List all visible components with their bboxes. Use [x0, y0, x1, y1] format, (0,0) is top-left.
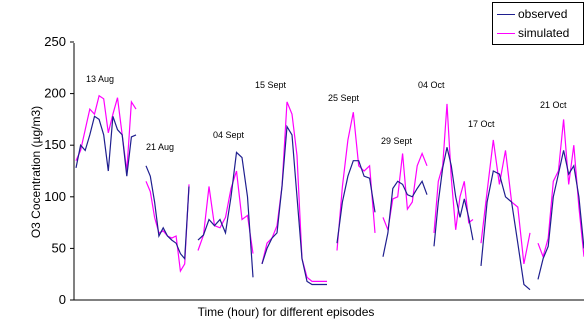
- episode-labels: 13 Aug 21 Aug 04 Sept 15 Sept 25 Sept 29 Sept…: [86, 74, 567, 152]
- y-ticks: 0 50 100 150 200 250: [44, 34, 74, 307]
- y-axis-title: O3 Cocentration (µg/m3): [29, 106, 43, 238]
- observed-line-17-oct: [480, 170, 531, 291]
- observed-line-29-sept: [382, 179, 428, 257]
- episode-label: 17 Oct: [468, 119, 495, 129]
- episode-label: 21 Oct: [540, 100, 567, 110]
- observed-line-04-sept: [197, 151, 254, 278]
- episode-label: 04 Oct: [418, 80, 445, 90]
- legend: observed simulated: [492, 2, 584, 45]
- simulated-line-17-oct: [480, 139, 531, 265]
- episode-label: 29 Sept: [381, 136, 413, 146]
- observed-line-21-aug: [145, 165, 190, 261]
- observed-line-15-sept: [261, 124, 327, 286]
- series-lines: [75, 94, 584, 291]
- episode-label: 13 Aug: [86, 74, 114, 84]
- simulated-line-04-sept: [197, 170, 254, 254]
- legend-swatch-observed: [497, 13, 515, 15]
- legend-item-observed: observed: [497, 5, 567, 23]
- y-tick-label: 0: [59, 292, 66, 307]
- observed-line-21-oct: [537, 150, 584, 280]
- y-tick-label: 50: [52, 240, 66, 255]
- axes: [73, 43, 584, 301]
- observed-line-25-sept: [336, 160, 376, 244]
- y-tick-label: 200: [44, 86, 66, 101]
- episode-label: 04 Sept: [213, 130, 245, 140]
- simulated-line-21-oct: [537, 119, 584, 259]
- observed-line-04-oct: [433, 147, 474, 247]
- y-tick-label: 150: [44, 137, 66, 152]
- simulated-line-04-oct: [433, 103, 474, 233]
- simulated-line-25-sept: [336, 112, 376, 251]
- episode-label: 21 Aug: [146, 142, 174, 152]
- simulated-line-15-sept: [261, 101, 327, 282]
- y-tick-label: 100: [44, 189, 66, 204]
- y-tick-label: 250: [44, 34, 66, 49]
- simulated-line-13-aug: [75, 94, 137, 172]
- legend-label-simulated: simulated: [518, 26, 570, 40]
- legend-item-simulated: simulated: [497, 24, 569, 42]
- legend-swatch-simulated: [497, 32, 515, 34]
- legend-label-observed: observed: [518, 7, 568, 21]
- observed-line-13-aug: [75, 115, 137, 177]
- episode-label: 15 Sept: [255, 80, 287, 90]
- episode-label: 25 Sept: [328, 93, 360, 103]
- x-axis-title: Time (hour) for different episodes: [198, 305, 375, 319]
- simulated-line-21-aug: [145, 181, 190, 273]
